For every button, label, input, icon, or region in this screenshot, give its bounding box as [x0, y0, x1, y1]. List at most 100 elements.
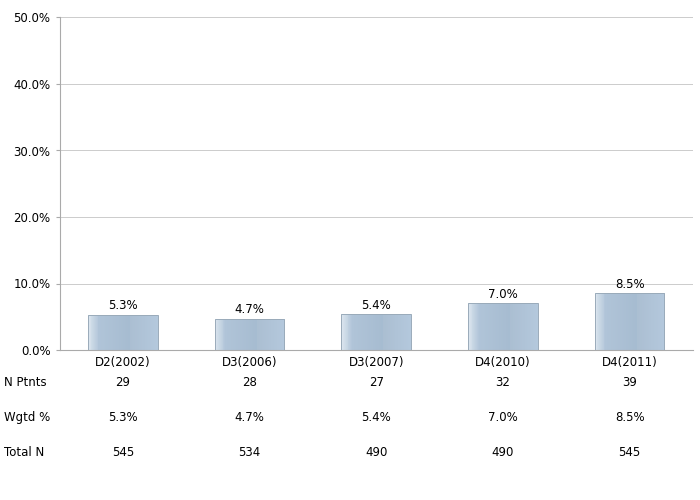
Bar — [648, 294, 649, 350]
Bar — [134, 315, 135, 350]
Bar — [634, 294, 635, 350]
Bar — [142, 315, 143, 350]
Bar — [220, 318, 222, 350]
Bar — [378, 314, 379, 350]
Bar — [504, 304, 505, 350]
Bar — [626, 294, 627, 350]
Bar — [512, 304, 514, 350]
Bar — [516, 304, 517, 350]
Bar — [217, 318, 218, 350]
Bar — [379, 314, 381, 350]
Bar — [344, 314, 345, 350]
Bar — [371, 314, 372, 350]
Bar — [515, 304, 517, 350]
Bar — [234, 318, 235, 350]
Bar — [132, 315, 133, 350]
Bar — [505, 304, 507, 350]
Bar — [118, 315, 120, 350]
Bar — [366, 314, 367, 350]
Bar — [281, 318, 282, 350]
Bar — [389, 314, 390, 350]
Bar — [630, 294, 631, 350]
Bar — [97, 315, 98, 350]
Bar — [474, 304, 475, 350]
Bar — [125, 315, 127, 350]
Bar — [349, 314, 351, 350]
Bar — [227, 318, 228, 350]
Bar — [617, 294, 619, 350]
Bar — [136, 315, 138, 350]
Bar — [157, 315, 158, 350]
Bar — [477, 304, 478, 350]
Bar — [102, 315, 103, 350]
Bar — [525, 304, 526, 350]
Bar — [132, 315, 134, 350]
Bar — [395, 314, 396, 350]
Bar — [403, 314, 405, 350]
Bar — [537, 304, 538, 350]
Bar — [245, 318, 246, 350]
Bar — [121, 315, 122, 350]
Bar — [393, 314, 395, 350]
Bar — [479, 304, 480, 350]
Bar — [512, 304, 513, 350]
Bar — [269, 318, 270, 350]
Bar — [148, 315, 149, 350]
Bar — [363, 314, 364, 350]
Bar — [640, 294, 641, 350]
Bar — [631, 294, 633, 350]
Bar — [484, 304, 486, 350]
Bar — [152, 315, 153, 350]
Bar — [231, 318, 232, 350]
Bar — [106, 315, 107, 350]
Bar — [468, 304, 469, 350]
Bar — [260, 318, 261, 350]
Bar — [122, 315, 123, 350]
Bar — [484, 304, 485, 350]
Bar — [482, 304, 483, 350]
Bar — [113, 315, 114, 350]
Bar — [93, 315, 95, 350]
Bar — [274, 318, 275, 350]
Bar — [370, 314, 371, 350]
Text: 534: 534 — [239, 446, 260, 459]
Bar — [88, 315, 158, 350]
Bar — [143, 315, 144, 350]
Bar — [216, 318, 218, 350]
Bar — [282, 318, 283, 350]
Bar — [606, 294, 608, 350]
Bar — [643, 294, 644, 350]
Bar — [609, 294, 610, 350]
Bar — [526, 304, 528, 350]
Bar — [248, 318, 249, 350]
Bar — [500, 304, 501, 350]
Bar — [663, 294, 664, 350]
Bar — [108, 315, 109, 350]
Bar — [240, 318, 241, 350]
Bar — [123, 315, 124, 350]
Bar — [599, 294, 601, 350]
Bar — [519, 304, 521, 350]
Bar — [491, 304, 493, 350]
Bar — [109, 315, 110, 350]
Bar — [153, 315, 155, 350]
Bar — [642, 294, 643, 350]
Bar — [650, 294, 652, 350]
Bar — [612, 294, 613, 350]
Bar — [94, 315, 95, 350]
Bar — [481, 304, 482, 350]
Bar — [268, 318, 269, 350]
Bar — [400, 314, 402, 350]
Bar — [627, 294, 628, 350]
Bar — [279, 318, 280, 350]
Bar — [215, 318, 216, 350]
Bar — [216, 318, 217, 350]
Bar — [602, 294, 603, 350]
Bar — [372, 314, 373, 350]
Bar — [533, 304, 535, 350]
Bar — [480, 304, 481, 350]
Bar — [399, 314, 400, 350]
Bar — [510, 304, 511, 350]
Bar — [470, 304, 472, 350]
Bar — [632, 294, 634, 350]
